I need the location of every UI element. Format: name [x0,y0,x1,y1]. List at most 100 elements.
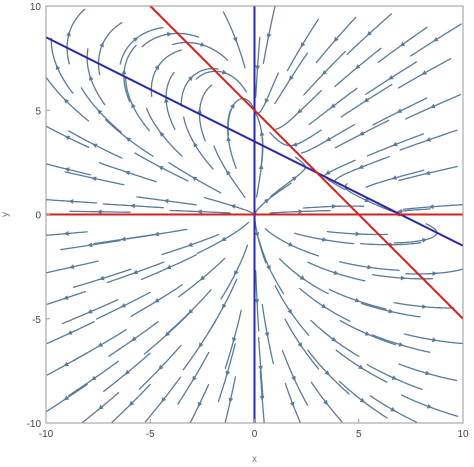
stream-arrowhead [297,108,303,114]
stream-arrowhead [67,330,73,335]
streamline [393,223,438,244]
stream-arrowhead [388,75,394,80]
stream-arrowhead [323,399,329,406]
stream-arrowhead [289,401,295,407]
stream-arrowhead [63,295,69,300]
stream-arrowhead [355,231,361,237]
stream-arrowhead [397,208,403,214]
stream-arrowhead [366,30,372,36]
streamline [46,77,90,122]
stream-arrowhead [98,404,104,410]
x-tick-label: 5 [356,429,362,440]
streamline [299,287,351,322]
stream-arrowhead [158,364,164,371]
streamline [119,26,164,65]
stream-arrowhead [164,331,170,337]
stream-arrowhead [390,407,396,412]
streamline [264,228,320,257]
stream-arrowhead [266,33,272,39]
stream-arrowhead [188,308,194,315]
stream-arrowhead [87,309,93,314]
stream-arrowhead [124,170,131,176]
stream-arrowhead [131,336,137,342]
stream-arrowhead [289,75,294,81]
stream-arrowhead [330,103,336,109]
y-tick-label: 5 [35,106,41,117]
stream-arrowhead [298,209,304,214]
streamline [278,258,329,295]
stream-arrowhead [89,75,94,81]
blue-line [45,36,464,247]
streamline [270,156,306,198]
stream-arrowhead [430,103,436,109]
stream-arrowhead [226,136,231,142]
stream-arrowhead [331,204,337,209]
stream-arrowhead [125,137,132,142]
stream-arrowhead [299,275,306,281]
stream-arrowhead [388,308,394,314]
stream-arrowhead [259,395,265,401]
stream-arrowhead [228,397,234,403]
stream-arrowhead [131,102,136,109]
streamline [183,116,214,170]
stream-arrowhead [92,143,98,148]
stream-arrowhead [322,70,328,76]
stream-arrowhead [187,242,193,247]
streamline [195,70,247,93]
stream-arrowhead [87,242,93,248]
stream-arrowhead [230,103,235,109]
stream-arrowhead [120,236,126,242]
stream-arrowhead [197,401,203,408]
stream-arrowhead [99,42,104,48]
stream-arrowhead [64,135,71,141]
stream-arrowhead [364,331,371,336]
stream-arrowhead [153,231,160,237]
streamline [310,319,360,358]
red-line [149,5,464,320]
stream-arrowhead [191,176,198,182]
stream-arrowhead [432,337,438,343]
streamline [125,76,150,132]
stream-arrowhead [264,98,270,104]
stream-arrowhead [392,141,398,147]
stream-arrowhead [358,164,364,169]
stream-arrowhead [255,65,261,71]
stream-arrowhead [99,275,105,281]
y-tick-label: -5 [32,315,41,326]
stream-arrowhead [197,108,202,114]
stream-arrowhead [264,198,270,204]
stream-arrowhead [196,209,202,215]
stream-arrowhead [325,170,331,175]
stream-arrowhead [91,375,97,381]
stream-arrowhead [325,136,332,142]
axis-ticks: -10 -5 0 5 10 -10 -5 0 5 10 [27,2,469,440]
stream-arrowhead [297,342,303,348]
stream-arrowhead [363,97,370,103]
streamline [80,87,122,133]
stream-arrowhead [300,42,306,48]
stream-arrowhead [421,238,428,243]
stream-arrowhead [199,275,206,281]
stream-arrowhead [200,42,206,47]
stream-arrowhead [121,69,127,75]
stream-arrowhead [120,303,127,308]
stream-arrowhead [97,342,104,347]
stream-arrowhead [359,131,365,136]
stream-arrowhead [426,404,433,409]
streamline [145,107,183,157]
stream-arrowhead [399,41,406,47]
stream-arrowhead [163,198,169,204]
streamline [196,221,250,255]
stream-arrowhead [132,269,138,275]
stream-arrowhead [398,342,404,347]
stream-arrowhead [198,342,204,348]
stream-arrowhead [264,332,270,338]
stream-arrowhead [396,108,403,113]
stream-arrowhead [154,64,160,71]
stream-arrowhead [287,308,293,315]
streamline [258,238,285,295]
stream-arrowhead [421,70,427,75]
streamline [275,89,322,130]
stream-arrowhead [221,69,228,75]
stream-arrowhead [132,37,139,42]
